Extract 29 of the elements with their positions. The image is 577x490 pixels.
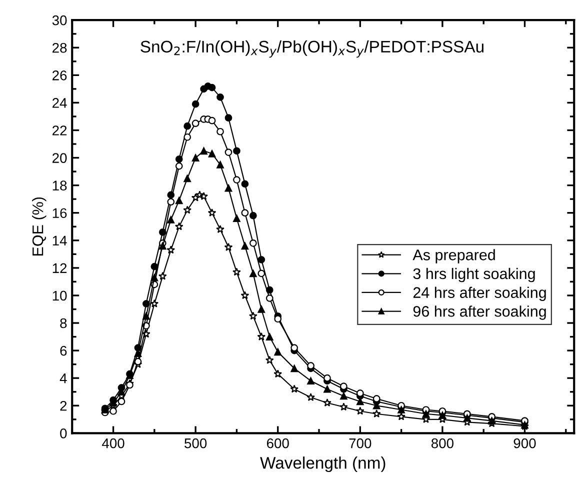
x-tick-label: 400 (102, 438, 124, 448)
y-tick-label: 2 (60, 400, 67, 411)
y-tick-label: 22 (52, 126, 67, 136)
y-tick-label: 10 (52, 290, 67, 301)
y-tick-label: 0 (60, 428, 67, 438)
y-tick-label: 26 (52, 70, 67, 80)
y-tick-label: 24 (52, 98, 67, 108)
x-tick-label: 800 (431, 438, 454, 448)
y-tick-label: 28 (52, 42, 67, 53)
y-tick-label: 14 (52, 236, 67, 246)
y-tick-label: 16 (52, 208, 67, 218)
legend-label: 96 hrs after soaking (413, 306, 546, 320)
y-tick-label: 18 (52, 180, 67, 190)
y-axis-title: EQE (%) (32, 197, 46, 256)
y-tick-label: 20 (52, 153, 67, 163)
x-axis-title: Wavelength (nm) (260, 456, 386, 472)
y-tick-label: 4 (60, 374, 67, 384)
y-tick-label: 8 (60, 318, 67, 328)
y-tick-label: 6 (60, 346, 67, 356)
x-tick-label: 600 (266, 438, 289, 448)
legend-label: As prepared (412, 249, 495, 264)
legend-label: 3 hrs light soaking (413, 268, 535, 282)
y-tick-label: 30 (52, 15, 67, 26)
x-tick-label: 900 (514, 438, 536, 448)
legend-label: 24 hrs after soaking (413, 286, 546, 301)
y-tick-label: 12 (52, 263, 67, 273)
x-tick-label: 700 (349, 438, 372, 448)
x-tick-label: 500 (184, 438, 207, 448)
text: SnO$_{2}$:F/In(OH)$_{x}$S$_{y}$/Pb(OH)$_{x}$S$_{y}$/PEDOT:PSSAu (140, 40, 484, 58)
